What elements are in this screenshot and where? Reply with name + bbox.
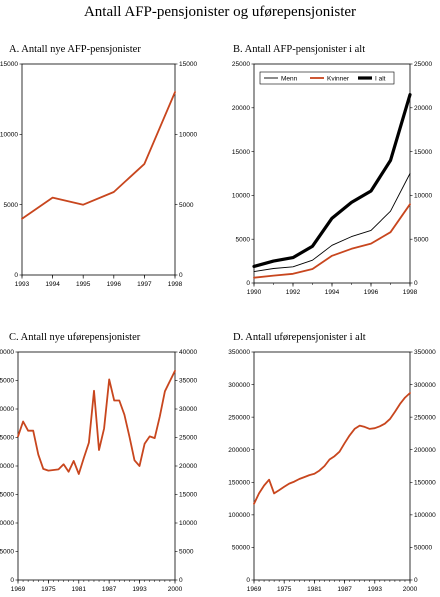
panel-c-ytick-right-label: 20000 [179,463,197,470]
panel-a-xtick-label: 1996 [107,281,122,288]
panel-c-ytick-left-label: 10000 [0,520,14,527]
panel-b-ytick-right-label: 0 [414,280,418,287]
panel-a-ytick-left-label: 15000 [0,61,18,68]
panel-c-ytick-left-label: 0 [10,577,14,584]
panel-c-xtick-label: 1975 [41,586,56,593]
panel-d-xtick-label: 1981 [307,586,322,593]
panel-c-ytick-left-label: 15000 [0,492,14,499]
panel-d-ytick-left-label: 300000 [228,382,250,389]
panel-a-xtick-label: 1995 [76,281,91,288]
panel-b-ytick-right-label: 20000 [414,105,432,112]
panel-d-xtick-label: 1993 [368,586,383,593]
panel-c-xtick-label: 1987 [102,586,117,593]
panel-d-ytick-right-label: 300000 [414,382,436,389]
panel-c-ytick-right-label: 35000 [179,378,197,385]
panel-c-xtick-label: 1993 [132,586,147,593]
panel-c-ytick-left-label: 20000 [0,463,14,470]
panel-b-series-i-alt-line [252,93,412,268]
panel-b-ytick-left-label: 15000 [232,149,250,156]
panel-b-ytick-right-label: 15000 [414,149,432,156]
panel-b-xtick-label: 1998 [403,289,418,296]
panel-d-title: D. Antall uførepensjonister i alt [233,332,366,343]
panel-b-ytick-right-label: 10000 [414,193,432,200]
panel-a-title: A. Antall nye AFP-pensjonister [9,44,141,55]
panel-b-xtick-label: 1994 [325,289,340,296]
panel-a-ytick-right-label: 5000 [179,202,194,209]
panel-c-ytick-right-label: 10000 [179,520,197,527]
panel-c-ytick-right-label: 0 [179,577,183,584]
panel-b-legend-label-kvinner: Kvinner [327,76,350,83]
panel-c-ytick-right-label: 15000 [179,492,197,499]
panel-b-ytick-left-label: 25000 [232,61,250,68]
panel-d-ytick-left-label: 100000 [228,512,250,519]
panel-b-ytick-right-label: 25000 [414,61,432,68]
panel-d-ytick-left-label: 200000 [228,447,250,454]
panel-b-ytick-left-label: 20000 [232,105,250,112]
panel-a-xtick-label: 1998 [168,281,183,288]
panel-a-ytick-right-label: 10000 [179,132,197,139]
figure-title: Antall AFP-pensjonister og uførepensjoni… [83,4,357,20]
panel-b-ytick-right-label: 5000 [414,236,429,243]
panel-b-ytick-left-label: 5000 [236,236,251,243]
panel-c-ytick-left-label: 35000 [0,378,14,385]
panel-b-ytick-left-label: 10000 [232,193,250,200]
panel-a-series-main-line [21,91,176,220]
panel-a-frame [21,63,176,276]
panel-d-ytick-right-label: 250000 [414,414,436,421]
panel-c-xtick-label: 1981 [72,586,87,593]
panel-c-title: C. Antall nye uførepensjonister [9,332,141,343]
panel-c-ytick-left-label: 40000 [0,349,14,356]
panel-c-series-main-line [17,369,176,475]
panel-b-xtick-label: 1992 [286,289,301,296]
panel-b-legend-box [259,71,395,85]
panel-b-title: B. Antall AFP-pensjonister i alt [233,44,366,55]
panel-c-ytick-right-label: 30000 [179,406,197,413]
panel-a-ytick-left-label: 5000 [4,202,19,209]
panel-d-ytick-right-label: 0 [414,577,418,584]
panel-d-xtick-label: 1975 [277,586,292,593]
panel-d-frame [253,351,411,581]
panel-b-series-menn-line [253,173,411,273]
panel-a-xtick-label: 1997 [137,281,152,288]
panel-d-xtick-label: 1987 [337,586,352,593]
panel-b-ytick-left-label: 0 [246,280,250,287]
panel-a-ytick-left-label: 0 [14,272,18,279]
panel-c-ytick-right-label: 25000 [179,435,197,442]
panel-c-xtick-label: 1969 [11,586,26,593]
panel-d-ytick-right-label: 100000 [414,512,436,519]
panel-c-ytick-right-label: 40000 [179,349,197,356]
panel-a-ytick-right-label: 15000 [179,61,197,68]
panel-d-ytick-left-label: 0 [246,577,250,584]
panel-d-ytick-right-label: 150000 [414,479,436,486]
panel-a-ytick-right-label: 0 [179,272,183,279]
panel-d-ytick-right-label: 200000 [414,447,436,454]
panel-d-ytick-left-label: 50000 [232,545,250,552]
panel-b-xtick-label: 1990 [247,289,262,296]
panel-a-ytick-left-label: 10000 [0,132,18,139]
panel-d-ytick-right-label: 50000 [414,545,432,552]
panel-c-xtick-label: 2000 [168,586,183,593]
panel-d-ytick-left-label: 150000 [228,479,250,486]
panel-d-ytick-right-label: 350000 [414,349,436,356]
panel-c-ytick-left-label: 25000 [0,435,14,442]
panel-d-xtick-label: 1969 [247,586,262,593]
panel-c-ytick-left-label: 30000 [0,406,14,413]
panel-c-ytick-right-label: 5000 [179,549,194,556]
panel-d-ytick-left-label: 250000 [228,414,250,421]
panel-b-legend-label-i-alt: I alt [375,76,386,83]
panel-a-xtick-label: 1993 [15,281,30,288]
panel-b-legend-label-menn: Menn [281,76,298,83]
panel-c-ytick-left-label: 5000 [0,549,14,556]
panel-b-series-kvinner-line [253,203,411,279]
panel-d-xtick-label: 2000 [403,586,418,593]
panel-b-xtick-label: 1996 [364,289,379,296]
panel-d-ytick-left-label: 350000 [228,349,250,356]
panel-b-frame [253,63,411,284]
panel-d-series-main-line [253,392,411,505]
panel-a-xtick-label: 1994 [45,281,60,288]
